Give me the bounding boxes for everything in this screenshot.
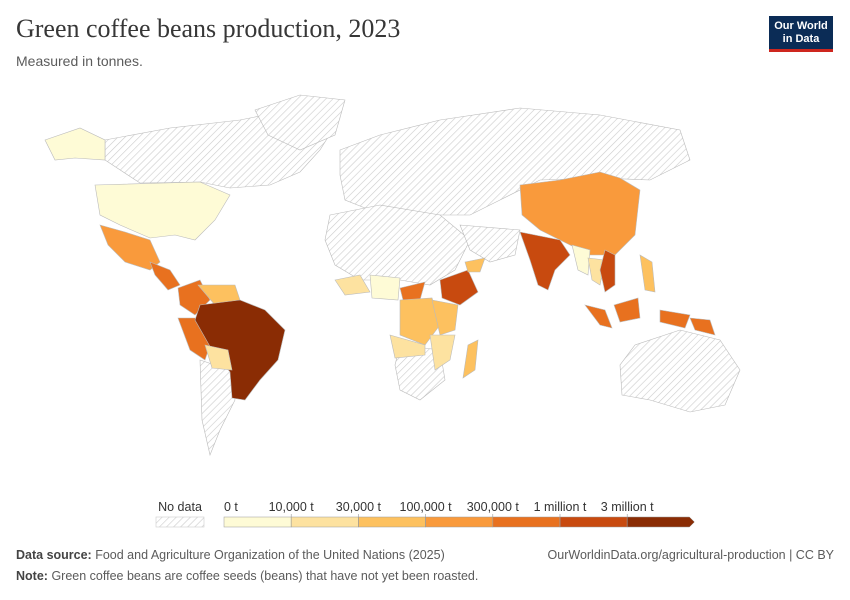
country [44, 127, 106, 161]
no-data-region [619, 329, 741, 413]
legend-tick-label: 3 million t [601, 500, 654, 514]
country [519, 171, 641, 256]
source-text: Food and Agriculture Organization of the… [95, 548, 445, 562]
legend-tick-label: 0 t [224, 500, 238, 514]
country [431, 299, 459, 336]
source-url[interactable]: OurWorldinData.org/agricultural-producti… [547, 548, 834, 562]
legend-swatch [492, 516, 561, 528]
country [429, 334, 456, 371]
legend-swatch [559, 516, 628, 528]
no-data-region [254, 94, 346, 151]
country [571, 244, 591, 276]
country [639, 254, 656, 293]
legend-swatch [223, 516, 292, 528]
country [149, 261, 181, 291]
source: Data source: Food and Agriculture Organi… [16, 548, 445, 562]
note-text: Green coffee beans are coffee seeds (bea… [51, 569, 479, 583]
legend: No data 0 t 10,000 t 30,000 t 100,000 t 300,0… [155, 500, 695, 528]
country [94, 181, 231, 241]
country [464, 257, 486, 273]
legend-tick-label: 10,000 t [269, 500, 315, 514]
legend-no-data-swatch [155, 516, 205, 528]
title: Green coffee beans production, 2023 [16, 14, 401, 43]
no-data-region [199, 359, 236, 457]
note-label: Note: [16, 569, 48, 583]
logo-line: in Data [782, 33, 820, 45]
country [462, 339, 479, 379]
country [369, 274, 401, 301]
legend-no-data-label: No data [158, 500, 202, 514]
legend-tick-label: 300,000 t [467, 500, 520, 514]
country [204, 344, 233, 371]
country [584, 304, 613, 329]
country [519, 231, 571, 291]
subtitle: Measured in tonnes. [16, 53, 143, 69]
note: Note: Green coffee beans are coffee seed… [16, 569, 478, 583]
country [194, 299, 286, 401]
logo[interactable]: Our World in Data [769, 16, 833, 52]
country [439, 269, 479, 306]
source-label: Data source: [16, 548, 92, 562]
legend-tick-label: 100,000 t [400, 500, 453, 514]
country [599, 249, 616, 293]
legend-swatch [425, 516, 494, 528]
country [399, 281, 426, 301]
legend-tick-label: 1 million t [534, 500, 587, 514]
country [689, 317, 716, 336]
logo-line: Our World [774, 20, 828, 32]
legend-tick-label: 30,000 t [336, 500, 382, 514]
legend-swatch [358, 516, 426, 528]
country [613, 297, 641, 323]
country [334, 274, 371, 296]
country [587, 257, 606, 286]
country [389, 334, 426, 359]
no-data-region [459, 224, 521, 263]
countries [44, 94, 741, 457]
country [659, 309, 691, 329]
legend-swatch [290, 516, 359, 528]
legend-swatch [626, 516, 695, 528]
no-data-region [324, 204, 471, 286]
